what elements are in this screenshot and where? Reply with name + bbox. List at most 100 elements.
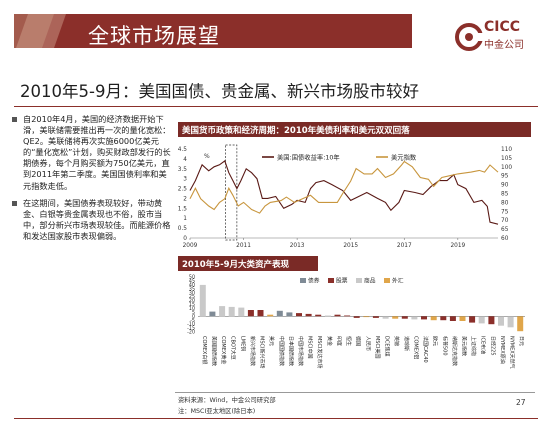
bar-20 — [382, 316, 389, 319]
bar-3 — [219, 306, 226, 317]
bar-30 — [478, 316, 485, 324]
bar-28 — [459, 316, 466, 321]
bullet-item: 在这期间，美国债券表现较好，带动黄金、白银等贵金属表现也不俗，股市当中，部分新兴… — [12, 198, 172, 242]
y-right-tick-label: 95 — [501, 174, 509, 180]
y-right-tick-label: 110 — [501, 147, 512, 153]
bar-label: DCE焦煤 — [384, 336, 391, 357]
bullet-square-icon — [12, 117, 17, 122]
bottom-divider — [14, 418, 538, 419]
y-tick-label: 10 — [189, 306, 195, 312]
bar-label: NYMEX天然气 — [509, 336, 516, 369]
bar-label: 日本国债指数 — [287, 336, 294, 366]
bullet-square-icon — [12, 200, 17, 206]
bar-label: 恒生 — [345, 336, 352, 346]
bullet-text: 在这期间，美国债券表现较好，带动黄金、白银等贵金属表现也不俗，股市当中，部分新兴… — [23, 197, 171, 241]
x-tick-label: 2011 — [236, 243, 251, 249]
bar-label: COMEX铝 — [412, 336, 419, 359]
bullet-item: 自2010年4月，美国的经济数据开始下滑，美联储需要推出再一次的量化宽松：QE2… — [12, 114, 172, 192]
bar-label: CBOT大豆 — [230, 336, 237, 360]
bar-26 — [440, 316, 447, 321]
y-left-tick-label: 2 — [183, 196, 187, 202]
bar-label: 英镑 — [393, 336, 400, 346]
bar-label: 中国市场指数 — [297, 336, 304, 366]
bar-25 — [430, 316, 437, 321]
bar-label: 中国国债指数 — [278, 336, 285, 366]
y-right-tick-label: 85 — [501, 192, 509, 198]
bar-label: 道琼斯 — [403, 336, 410, 351]
y-left-tick-label: 0 — [183, 236, 187, 242]
bar-10 — [286, 312, 293, 317]
y-tick-label: 35 — [189, 286, 195, 292]
bar-label: 新兴市场指数 — [249, 336, 256, 366]
y-tick-label: 50 — [189, 275, 195, 281]
x-tick-label: 2009 — [183, 243, 198, 249]
source-note: 资料来源：Wind，中金公司研究部 — [178, 397, 276, 404]
y-left-tick-label: 4 — [183, 157, 187, 163]
legend-swatch — [356, 278, 362, 283]
bar-14 — [324, 315, 331, 317]
legend-swatch — [384, 278, 390, 283]
header-title: 全球市场展望 — [88, 24, 220, 48]
bar-label: ICE布油 — [480, 336, 487, 354]
y-tick-label: 25 — [189, 294, 195, 300]
x-tick-label: 2019 — [450, 243, 465, 249]
bar-label: COMEX黄金 — [220, 336, 227, 364]
header-decoration-icon — [14, 14, 66, 48]
logo-text-cn: 中金公司 — [484, 40, 524, 51]
y-left-tick-label: 3 — [183, 177, 187, 183]
bullet-text: 自2010年4月，美国的经济数据开始下滑，美联储需要推出再一次的量化宽松：QE2… — [23, 114, 171, 191]
bar-label: MSCI中国 — [307, 336, 314, 358]
legend-label: 外汇 — [392, 277, 404, 285]
y-left-tick-label: 1 — [183, 216, 187, 222]
chart2-title: 2010年5-9月大类资产表现 — [182, 260, 290, 270]
bar-19 — [372, 316, 379, 318]
bar-label: 美国国债指数 — [210, 336, 217, 366]
bar-29 — [469, 316, 476, 323]
y-tick-label: -10 — [187, 322, 195, 328]
bar-32 — [498, 316, 504, 326]
bar-23 — [411, 316, 418, 320]
y-left-tick-label: 4.5 — [178, 147, 188, 153]
bar-label: 印度 — [336, 336, 343, 346]
y-tick-label: 30 — [189, 290, 195, 296]
series-line-1 — [189, 160, 499, 225]
chart2-title-bar — [178, 256, 318, 271]
y-tick-label: 0 — [192, 314, 195, 320]
footer-divider — [175, 392, 535, 393]
bar-label: 上证综指 — [470, 336, 477, 356]
bar-8 — [267, 314, 274, 317]
bar-16 — [344, 315, 351, 317]
bar-33 — [507, 316, 514, 328]
bar-11 — [296, 313, 302, 317]
y-tick-label: 45 — [189, 279, 195, 285]
page-number: 27 — [516, 398, 526, 407]
x-tick-label: 2017 — [397, 243, 412, 249]
y-tick-label: 40 — [189, 282, 195, 288]
bar-31 — [488, 316, 495, 325]
y-tick-label: -5 — [190, 318, 195, 324]
series-line-2 — [189, 160, 499, 214]
y-left-tick-label: 2.5 — [178, 187, 188, 193]
cicc-logo-icon — [455, 23, 485, 51]
y-right-tick-label: 90 — [501, 183, 509, 189]
y-right-tick-label: 75 — [501, 209, 509, 215]
legend-label: 股票 — [336, 278, 348, 285]
bar-4 — [228, 306, 235, 317]
bar-21 — [392, 316, 399, 319]
bar-12 — [305, 313, 312, 317]
bar-label: MSCI美国 — [374, 336, 381, 358]
bar-27 — [449, 316, 456, 321]
bar-label: 日元 — [518, 336, 524, 346]
bar-label: 美元指数 — [461, 336, 468, 356]
bar-label: 德国 — [355, 336, 362, 346]
bar-1 — [199, 284, 206, 317]
y-right-tick-label: 80 — [501, 200, 509, 206]
bar-13 — [315, 314, 322, 317]
bar-label: LME铜 — [239, 336, 246, 351]
legend-swatch — [328, 278, 334, 283]
bar-label: NYMEX原油 — [499, 336, 506, 364]
bar-9 — [276, 310, 283, 317]
bar-label: MSCI发达市场 — [316, 336, 323, 368]
bar-5 — [238, 307, 245, 317]
bar-label: 黄金 — [326, 336, 333, 346]
